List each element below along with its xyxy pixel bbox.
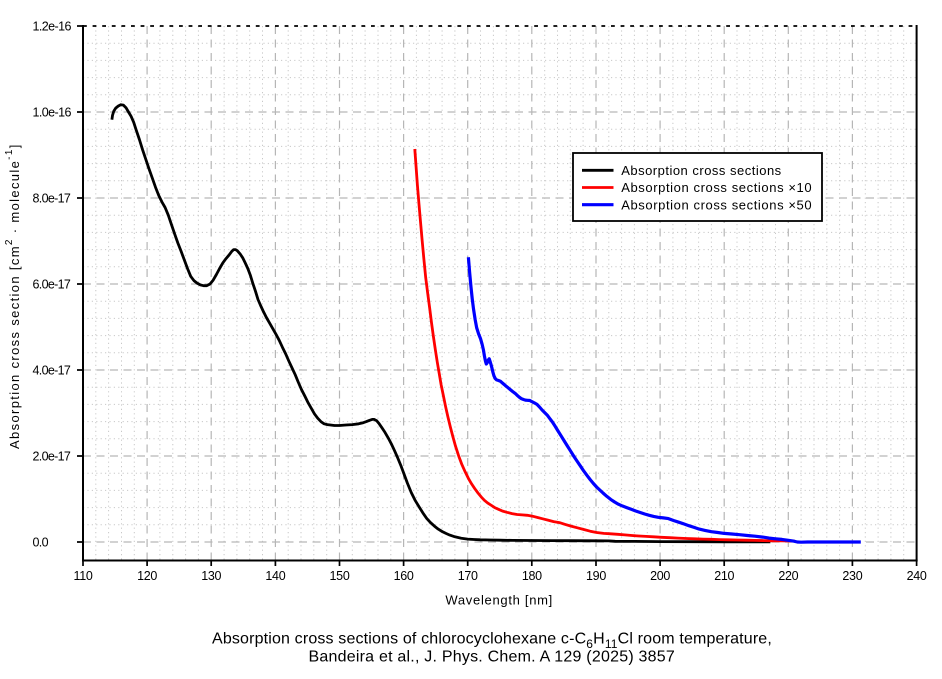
svg-text:Absorption cross sections ×50: Absorption cross sections ×50 [621, 197, 812, 212]
svg-text:230: 230 [842, 569, 862, 583]
svg-text:Absorption cross sections ×10: Absorption cross sections ×10 [621, 180, 812, 195]
svg-text:1.0e-16: 1.0e-16 [33, 106, 72, 120]
svg-text:2.0e-17: 2.0e-17 [33, 450, 71, 464]
svg-text:240: 240 [907, 569, 927, 583]
svg-text:140: 140 [265, 569, 285, 583]
svg-text:8.0e-17: 8.0e-17 [33, 192, 71, 206]
svg-text:Absorption cross sections of c: Absorption cross sections of chlorocyclo… [212, 631, 772, 652]
svg-text:110: 110 [73, 569, 92, 583]
svg-text:120: 120 [137, 569, 157, 583]
svg-text:Wavelength [nm]: Wavelength [nm] [445, 593, 553, 608]
svg-text:Absorption cross section [cm2: Absorption cross section [cm2 · molecule… [4, 143, 22, 449]
svg-text:190: 190 [586, 569, 606, 583]
svg-text:220: 220 [778, 569, 798, 583]
svg-text:Absorption cross sections: Absorption cross sections [621, 163, 781, 178]
svg-text:150: 150 [330, 569, 350, 583]
svg-text:180: 180 [522, 569, 542, 583]
svg-text:160: 160 [394, 569, 414, 583]
svg-text:6.0e-17: 6.0e-17 [33, 278, 71, 292]
svg-text:Bandeira et al., J. Phys. Chem: Bandeira et al., J. Phys. Chem. A 129 (2… [309, 649, 676, 666]
svg-text:130: 130 [201, 569, 221, 583]
svg-text:200: 200 [650, 569, 670, 583]
svg-text:0.0: 0.0 [33, 536, 49, 550]
svg-text:210: 210 [714, 569, 734, 583]
svg-text:170: 170 [458, 569, 478, 583]
svg-text:4.0e-17: 4.0e-17 [33, 364, 71, 378]
svg-text:1.2e-16: 1.2e-16 [33, 20, 72, 34]
